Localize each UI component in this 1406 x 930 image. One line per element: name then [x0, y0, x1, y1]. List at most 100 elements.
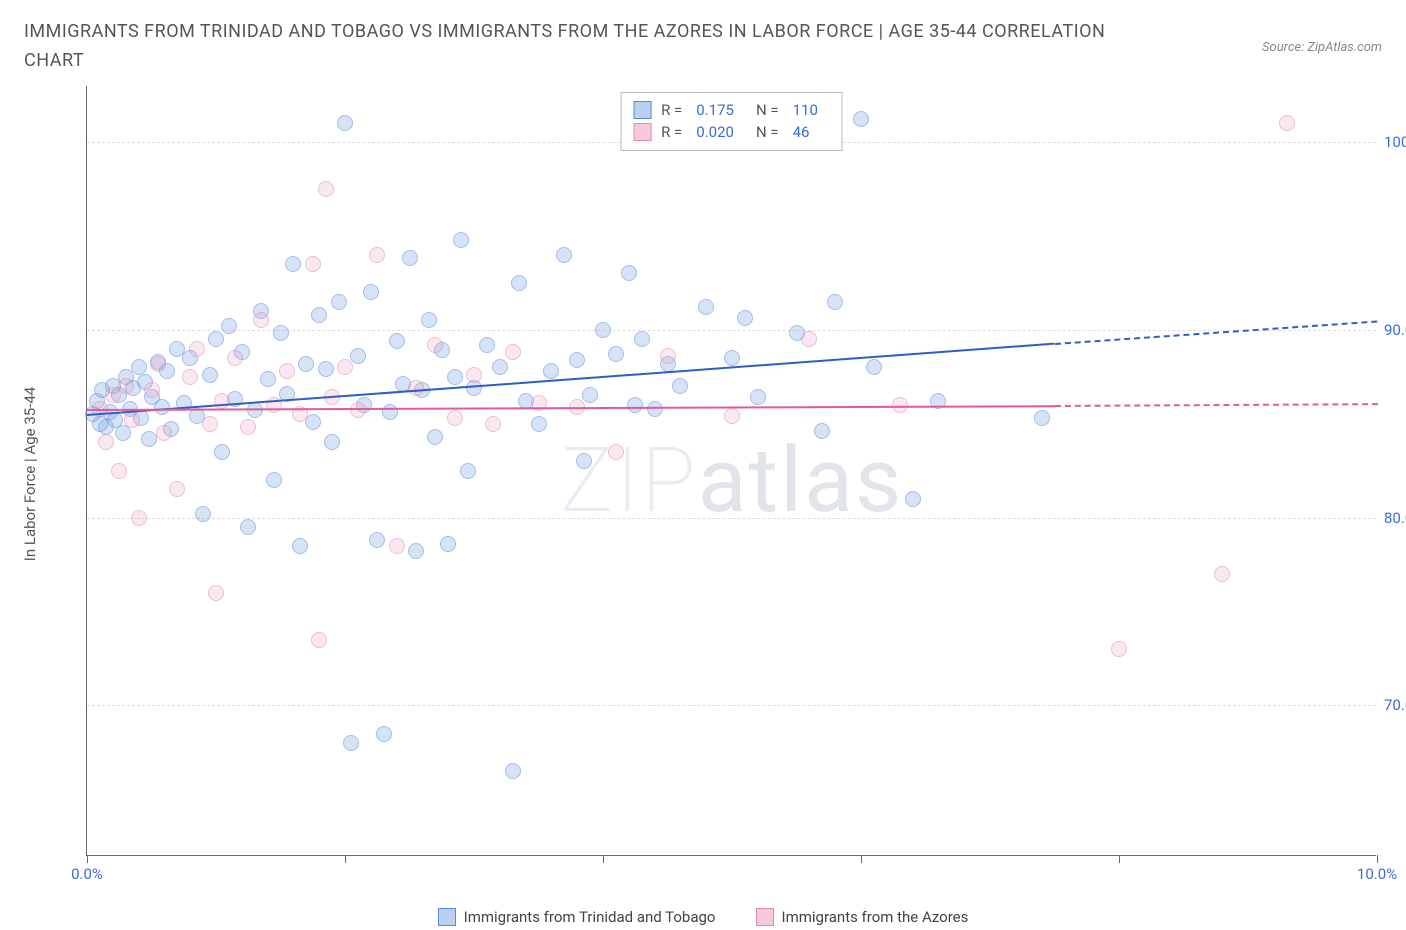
data-point-trinidad — [298, 356, 314, 372]
data-point-azores — [447, 410, 463, 426]
data-point-trinidad — [866, 359, 882, 375]
data-point-trinidad — [369, 532, 385, 548]
data-point-trinidad — [363, 284, 379, 300]
data-point-trinidad — [208, 331, 224, 347]
data-point-trinidad — [595, 322, 611, 338]
data-point-trinidad — [331, 294, 347, 310]
r-label: R = — [661, 121, 682, 144]
data-point-azores — [369, 247, 385, 263]
y-tick-label: 70.0% — [1384, 696, 1406, 714]
x-tick — [1377, 855, 1378, 863]
data-point-trinidad — [350, 348, 366, 364]
source-attribution: Source: ZipAtlas.com — [1262, 40, 1382, 55]
data-point-azores — [111, 463, 127, 479]
data-point-trinidad — [131, 359, 147, 375]
n-value-trinidad: 110 — [793, 99, 818, 122]
data-point-azores — [202, 416, 218, 432]
correlation-legend: R = 0.175 N = 110 R = 0.020 N = 46 — [620, 92, 843, 151]
data-point-trinidad — [311, 307, 327, 323]
data-point-trinidad — [337, 115, 353, 131]
trend-line-extrapolated — [1054, 320, 1377, 345]
data-point-trinidad — [214, 444, 230, 460]
r-value-trinidad: 0.175 — [696, 99, 734, 122]
data-point-azores — [98, 434, 114, 450]
y-tick-label: 100.0% — [1384, 133, 1406, 151]
data-point-azores — [389, 538, 405, 554]
data-point-azores — [253, 312, 269, 328]
data-point-trinidad — [492, 359, 508, 375]
data-point-trinidad — [240, 519, 256, 535]
data-point-azores — [485, 416, 501, 432]
data-point-trinidad — [737, 310, 753, 326]
data-point-azores — [350, 402, 366, 418]
data-point-azores — [408, 380, 424, 396]
data-point-trinidad — [511, 275, 527, 291]
data-point-trinidad — [853, 111, 869, 127]
data-point-trinidad — [382, 404, 398, 420]
data-point-azores — [1214, 566, 1230, 582]
swatch-trinidad — [633, 101, 651, 119]
data-point-trinidad — [266, 472, 282, 488]
data-point-azores — [118, 378, 134, 394]
data-point-azores — [724, 408, 740, 424]
data-point-trinidad — [195, 506, 211, 522]
legend-row-trinidad: R = 0.175 N = 110 — [633, 99, 830, 122]
data-point-trinidad — [750, 389, 766, 405]
data-point-trinidad — [447, 369, 463, 385]
data-point-azores — [150, 356, 166, 372]
data-point-trinidad — [460, 463, 476, 479]
data-point-trinidad — [318, 361, 334, 377]
data-point-trinidad — [556, 247, 572, 263]
data-point-trinidad — [1034, 410, 1050, 426]
data-point-azores — [131, 510, 147, 526]
x-tick — [345, 855, 346, 863]
data-point-azores — [318, 181, 334, 197]
swatch-trinidad — [438, 908, 456, 926]
data-point-trinidad — [408, 543, 424, 559]
data-point-trinidad — [260, 371, 276, 387]
r-label: R = — [661, 99, 682, 122]
data-point-trinidad — [421, 312, 437, 328]
data-point-azores — [311, 632, 327, 648]
data-point-azores — [305, 256, 321, 272]
data-point-azores — [214, 393, 230, 409]
data-point-trinidad — [285, 256, 301, 272]
data-point-azores — [466, 367, 482, 383]
data-point-trinidad — [827, 294, 843, 310]
x-tick-label: 10.0% — [1357, 865, 1397, 883]
n-label: N = — [756, 121, 779, 144]
data-point-trinidad — [324, 434, 340, 450]
legend-row-azores: R = 0.020 N = 46 — [633, 121, 830, 144]
data-point-trinidad — [582, 387, 598, 403]
data-point-trinidad — [453, 232, 469, 248]
data-point-azores — [337, 359, 353, 375]
data-point-trinidad — [543, 363, 559, 379]
data-point-azores — [1111, 641, 1127, 657]
data-point-trinidad — [402, 250, 418, 266]
r-value-azores: 0.020 — [696, 121, 734, 144]
data-point-azores — [660, 348, 676, 364]
data-point-trinidad — [724, 350, 740, 366]
data-point-azores — [801, 331, 817, 347]
data-point-azores — [124, 412, 140, 428]
data-point-azores — [208, 585, 224, 601]
data-point-trinidad — [479, 337, 495, 353]
data-point-trinidad — [389, 333, 405, 349]
data-point-trinidad — [569, 352, 585, 368]
legend-item-azores: Immigrants from the Azores — [756, 908, 969, 926]
data-point-trinidad — [154, 399, 170, 415]
data-point-azores — [279, 363, 295, 379]
y-tick-label: 80.0% — [1384, 509, 1406, 527]
data-point-trinidad — [698, 299, 714, 315]
data-point-azores — [182, 369, 198, 385]
data-point-trinidad — [627, 397, 643, 413]
data-point-azores — [227, 350, 243, 366]
plot-area: ZIPatlas R = 0.175 N = 110 R = 0.020 N =… — [86, 86, 1376, 856]
y-axis-title: In Labor Force | Age 35-44 — [21, 387, 39, 561]
chart-container: IMMIGRANTS FROM TRINIDAD AND TOBAGO VS I… — [0, 0, 1406, 930]
data-point-azores — [156, 425, 172, 441]
x-tick — [603, 855, 604, 863]
legend-item-trinidad: Immigrants from Trinidad and Tobago — [438, 908, 716, 926]
data-point-trinidad — [202, 367, 218, 383]
data-point-trinidad — [531, 416, 547, 432]
